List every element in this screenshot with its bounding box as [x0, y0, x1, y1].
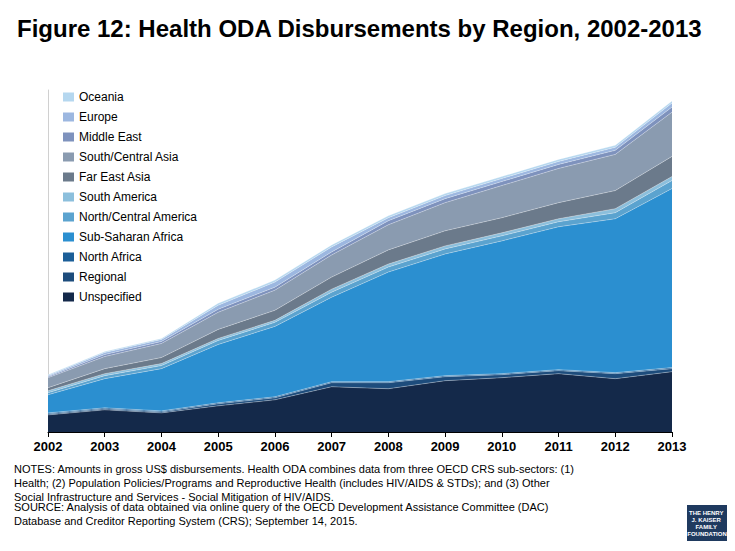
svg-text:2005: 2005	[204, 439, 233, 454]
svg-text:Europe: Europe	[79, 110, 118, 124]
svg-text:SOURCE: Analysis of data obtai: SOURCE: Analysis of data obtained via on…	[14, 501, 551, 513]
svg-text:2013: 2013	[658, 439, 687, 454]
svg-text:Regional: Regional	[79, 270, 126, 284]
svg-text:2011: 2011	[544, 439, 572, 454]
svg-text:2006: 2006	[260, 439, 289, 454]
svg-text:FAMILY: FAMILY	[695, 524, 718, 530]
svg-text:Database and Creditor Reportin: Database and Creditor Reporting System (…	[14, 515, 358, 527]
svg-text:2008: 2008	[374, 439, 403, 454]
svg-text:Health; (2) Population Policie: Health; (2) Population Policies/Programs…	[14, 477, 553, 489]
svg-text:Oceania: Oceania	[79, 90, 124, 104]
svg-text:South/Central Asia: South/Central Asia	[79, 150, 179, 164]
svg-text:Far East Asia: Far East Asia	[79, 170, 151, 184]
svg-text:Middle East: Middle East	[79, 130, 142, 144]
svg-text:2007: 2007	[317, 439, 346, 454]
svg-text:Social Infrastructure and Serv: Social Infrastructure and Services - Soc…	[14, 491, 334, 503]
svg-text:Unspecified: Unspecified	[79, 290, 142, 304]
svg-text:FOUNDATION: FOUNDATION	[687, 531, 727, 537]
svg-text:THE HENRY: THE HENRY	[689, 510, 725, 516]
svg-text:Sub-Saharan Africa: Sub-Saharan Africa	[79, 230, 183, 244]
svg-text:2010: 2010	[487, 439, 516, 454]
svg-text:2012: 2012	[601, 439, 630, 454]
svg-text:J. KAISER: J. KAISER	[691, 517, 722, 523]
svg-text:2004: 2004	[147, 439, 177, 454]
svg-text:Figure 12: Health ODA Disburse: Figure 12: Health ODA Disbursements by R…	[17, 15, 702, 42]
svg-text:2003: 2003	[90, 439, 119, 454]
svg-text:NOTES: Amounts in gross US$ di: NOTES: Amounts in gross US$ disbursement…	[14, 463, 577, 475]
svg-text:2002: 2002	[34, 439, 63, 454]
svg-text:2009: 2009	[431, 439, 460, 454]
svg-text:South America: South America	[79, 190, 157, 204]
svg-text:North/Central America: North/Central America	[79, 210, 197, 224]
svg-text:North Africa: North Africa	[79, 250, 142, 264]
